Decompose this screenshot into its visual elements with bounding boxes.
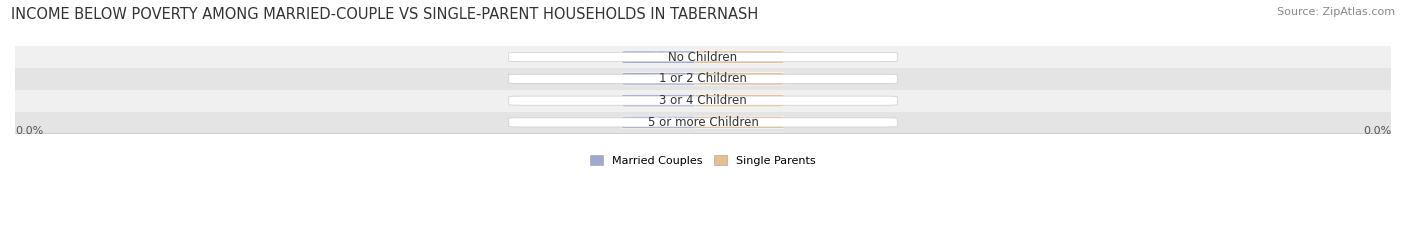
FancyBboxPatch shape — [621, 94, 711, 107]
Bar — [0, 112, 1406, 133]
Text: 0.0%: 0.0% — [652, 52, 681, 62]
FancyBboxPatch shape — [509, 74, 897, 83]
Text: 0.0%: 0.0% — [725, 74, 754, 84]
Text: 0.0%: 0.0% — [652, 117, 681, 127]
Text: 0.0%: 0.0% — [725, 52, 754, 62]
Text: 5 or more Children: 5 or more Children — [648, 116, 758, 129]
FancyBboxPatch shape — [509, 96, 897, 105]
Text: 0.0%: 0.0% — [1362, 126, 1391, 136]
Legend: Married Couples, Single Parents: Married Couples, Single Parents — [586, 151, 820, 170]
Text: No Children: No Children — [668, 51, 738, 64]
Text: 1 or 2 Children: 1 or 2 Children — [659, 72, 747, 85]
Text: 3 or 4 Children: 3 or 4 Children — [659, 94, 747, 107]
FancyBboxPatch shape — [509, 118, 897, 127]
Text: 0.0%: 0.0% — [652, 96, 681, 106]
FancyBboxPatch shape — [509, 52, 897, 62]
FancyBboxPatch shape — [695, 73, 785, 85]
Text: Source: ZipAtlas.com: Source: ZipAtlas.com — [1277, 7, 1395, 17]
Text: 0.0%: 0.0% — [652, 74, 681, 84]
FancyBboxPatch shape — [621, 116, 711, 129]
FancyBboxPatch shape — [695, 51, 785, 63]
FancyBboxPatch shape — [695, 116, 785, 129]
FancyBboxPatch shape — [695, 94, 785, 107]
Text: 0.0%: 0.0% — [725, 96, 754, 106]
FancyBboxPatch shape — [621, 73, 711, 85]
Text: INCOME BELOW POVERTY AMONG MARRIED-COUPLE VS SINGLE-PARENT HOUSEHOLDS IN TABERNA: INCOME BELOW POVERTY AMONG MARRIED-COUPL… — [11, 7, 758, 22]
Text: 0.0%: 0.0% — [15, 126, 44, 136]
Text: 0.0%: 0.0% — [725, 117, 754, 127]
Bar — [0, 46, 1406, 68]
Bar — [0, 90, 1406, 112]
Bar — [0, 68, 1406, 90]
FancyBboxPatch shape — [621, 51, 711, 63]
